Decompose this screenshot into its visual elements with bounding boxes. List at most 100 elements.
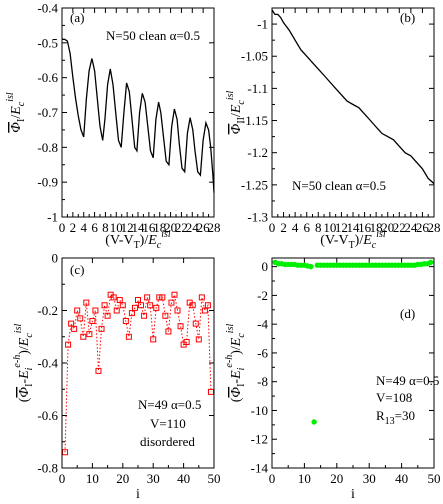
y-tick-label: -4 [257, 317, 268, 332]
x-tick-label: 20 [164, 220, 177, 235]
x-tick-label: 2 [280, 220, 287, 235]
x-tick-label: 26 [197, 220, 211, 235]
y-axis-title: ΦI/Ecisl [5, 92, 27, 133]
y-axis-title: (ΦI-Eie-h)/Ecisl [224, 324, 247, 403]
panel-label: (b) [400, 10, 415, 25]
y-tick-label: -1.2 [247, 145, 268, 160]
data-point [83, 299, 90, 306]
y-tick-label: 0 [262, 259, 269, 274]
data-point [86, 331, 93, 338]
x-axis-title: (V-VT)/Ecisl [105, 229, 171, 251]
x-tick-label: 12 [335, 220, 348, 235]
data-point [77, 315, 84, 322]
annotation-text: V=108 [376, 390, 412, 405]
x-tick-label: 14 [347, 220, 361, 235]
data-point [168, 299, 175, 306]
y-tick-label: -0.5 [37, 35, 58, 50]
y-tick-label: -0.8 [37, 140, 58, 155]
annotation-text: N=49 α=0.5 [376, 373, 439, 388]
data-point [135, 297, 141, 303]
x-tick-label: 20 [381, 220, 394, 235]
data-point [204, 302, 211, 309]
y-tick-label: -1.1 [247, 81, 268, 96]
y-tick-label: -1 [257, 17, 268, 32]
annotation-text: N=50 clean α=0.5 [292, 178, 386, 193]
y-tick-label: -0.6 [37, 408, 58, 423]
x-tick-label: 4 [80, 220, 87, 235]
y-axis-title: ΦII/Ecisl [225, 90, 247, 134]
data-point [65, 341, 72, 348]
y-tick-label: -6 [257, 345, 268, 360]
data-point [141, 312, 148, 319]
x-tick-label: 10 [110, 220, 123, 235]
y-tick-label: -2 [257, 288, 268, 303]
panel-label: (d) [400, 306, 415, 321]
plot-frame [271, 7, 435, 218]
y-tick-label: -0.9 [37, 175, 58, 190]
annotation-text: R13=30 [376, 408, 415, 427]
x-tick-label: 6 [91, 220, 98, 235]
annotation-text: V=110 [150, 416, 186, 431]
x-tick-label: 28 [428, 220, 441, 235]
x-tick-label: 22 [175, 220, 188, 235]
x-tick-label: 16 [358, 220, 372, 235]
data-point [174, 307, 181, 314]
plot-frame [61, 7, 215, 218]
y-tick-label: 0 [52, 251, 59, 266]
data-point [113, 307, 120, 314]
x-tick-label: 50 [208, 471, 221, 486]
data-point [125, 333, 132, 340]
x-tick-label: 50 [428, 471, 441, 486]
annotation-text: disordered [140, 434, 195, 449]
x-tick-label: 16 [142, 220, 156, 235]
data-point [98, 325, 105, 332]
annotation-text: N=49 α=0.5 [138, 397, 201, 412]
data-point [116, 297, 123, 303]
data-point [92, 307, 99, 314]
x-tick-label: 0 [59, 471, 66, 486]
x-axis-title: i [136, 487, 140, 502]
series-line [271, 9, 435, 185]
data-point [128, 310, 135, 317]
plot-frame [61, 257, 215, 469]
y-tick-label: -0.7 [37, 105, 58, 120]
x-tick-label: 14 [132, 220, 146, 235]
data-point [104, 312, 111, 319]
data-point [119, 302, 126, 309]
y-tick-label: -8 [257, 374, 268, 389]
y-tick-label: -1.15 [241, 113, 268, 128]
x-tick-label: 22 [393, 220, 406, 235]
data-point [80, 333, 87, 340]
data-point [153, 304, 160, 311]
x-tick-label: 40 [177, 471, 190, 486]
panel-d: 0 10 20 30 40 50 -14 -12 -10 -8 -6 -4 -2 0 (d) N=49 α=0… [224, 257, 441, 502]
y-tick-label: -1.25 [241, 177, 268, 192]
x-tick-label: 26 [416, 220, 430, 235]
panel-c: 0 10 20 30 40 50 -0.8 -0.6 -0.4 -0.2 0 (c) N=49 α=0.… [12, 251, 221, 503]
x-tick-label: 18 [370, 220, 383, 235]
y-axis-title: (ΦI-Eie-h)/Ecisl [12, 324, 35, 403]
data-point [144, 294, 151, 301]
data-point [122, 318, 129, 324]
data-point [177, 323, 184, 330]
x-tick-label: 0 [269, 471, 276, 486]
y-tick-label: -0.8 [37, 461, 58, 476]
y-tick-label: -1 [47, 210, 58, 225]
x-tick-label: 8 [315, 220, 322, 235]
panel-label: (a) [70, 10, 84, 25]
x-tick-label: 6 [303, 220, 310, 235]
panel-label: (c) [70, 262, 84, 277]
x-tick-label: 40 [395, 471, 408, 486]
data-point [131, 304, 138, 311]
annotation-text: N=50 clean α=0.5 [106, 28, 200, 43]
data-point [207, 388, 214, 395]
plot-frame [271, 257, 435, 469]
data-point [110, 294, 117, 301]
x-tick-label: 30 [363, 471, 376, 486]
data-point [138, 302, 145, 309]
x-tick-label: 20 [116, 471, 129, 486]
x-tick-label: 18 [153, 220, 166, 235]
y-tick-label: -14 [251, 461, 269, 476]
